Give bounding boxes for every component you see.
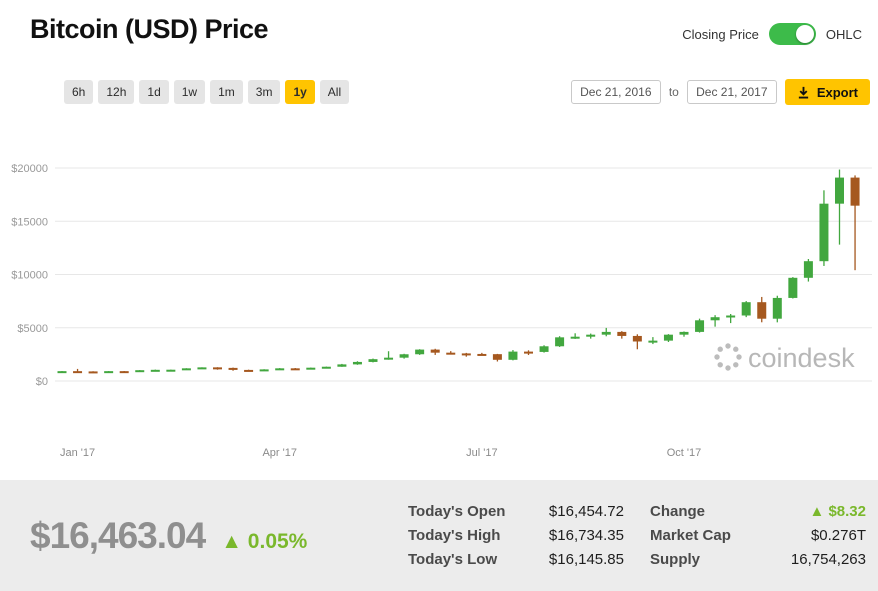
price-chart[interactable]: $0 $5000 $10000 $15000 $20000 coindesk Jan '17… (0, 111, 878, 476)
chart-controls: 6h 12h 1d 1w 1m 3m 1y All to Export (0, 45, 878, 105)
svg-text:$0: $0 (36, 376, 48, 388)
svg-text:coindesk: coindesk (748, 343, 855, 373)
stat-market-cap: Market Cap $0.276T (650, 527, 866, 544)
stat-supply: Supply 16,754,263 (650, 551, 866, 568)
stat-value: $0.276T (810, 527, 866, 544)
summary-panel: $16,463.04 ▲ 0.05% Today's Open $16,454.… (0, 480, 878, 591)
page-header: Bitcoin (USD) Price Closing Price OHLC (0, 0, 878, 45)
stat-label: Market Cap (650, 527, 731, 544)
page-title: Bitcoin (USD) Price (30, 14, 269, 44)
svg-text:Oct '17: Oct '17 (667, 447, 702, 459)
stats-columns: Today's Open $16,454.72 Today's High $16… (408, 503, 866, 568)
current-price-block: $16,463.04 ▲ 0.05% (30, 515, 408, 557)
stat-todays-high: Today's High $16,734.35 (408, 527, 624, 544)
stat-label: Today's High (408, 527, 501, 544)
date-range-controls: to Export (570, 79, 870, 105)
svg-text:$15000: $15000 (11, 216, 48, 228)
range-button-1m[interactable]: 1m (210, 80, 243, 104)
stats-column-today: Today's Open $16,454.72 Today's High $16… (408, 503, 624, 568)
range-button-12h[interactable]: 12h (98, 80, 135, 104)
svg-text:$20000: $20000 (11, 163, 48, 175)
stats-column-market: Change ▲ $8.32 Market Cap $0.276T Supply… (650, 503, 866, 568)
range-buttons: 6h 12h 1d 1w 1m 3m 1y All (64, 80, 350, 104)
stat-value: $16,145.85 (548, 551, 624, 568)
chart-type-toggle[interactable] (768, 23, 816, 45)
range-button-1y[interactable]: 1y (285, 80, 315, 104)
change-percent: ▲ 0.05% (221, 529, 308, 553)
svg-text:$10000: $10000 (11, 270, 48, 282)
stat-value: 16,754,263 (790, 551, 866, 568)
svg-text:$5000: $5000 (17, 323, 48, 335)
range-button-1w[interactable]: 1w (173, 80, 206, 104)
svg-text:Jul '17: Jul '17 (466, 447, 497, 459)
range-button-3m[interactable]: 3m (247, 80, 281, 104)
range-button-all[interactable]: All (319, 80, 350, 104)
download-icon (798, 86, 808, 99)
stat-value: $16,454.72 (548, 503, 624, 520)
svg-text:Jan '17: Jan '17 (60, 447, 95, 459)
stat-todays-low: Today's Low $16,145.85 (408, 551, 624, 568)
export-label: Export (816, 84, 858, 100)
stat-value-change: ▲ $8.32 (809, 503, 866, 520)
stat-value: $16,734.35 (548, 527, 624, 544)
range-button-6h[interactable]: 6h (64, 80, 94, 104)
stat-label: Today's Low (408, 551, 498, 568)
stat-todays-open: Today's Open $16,454.72 (408, 503, 624, 520)
export-button[interactable]: Export (784, 79, 870, 105)
closing-price-label: Closing Price (682, 26, 759, 42)
toggle-knob-icon (795, 25, 814, 43)
date-to-input[interactable] (686, 80, 777, 104)
stat-label: Today's Open (408, 503, 506, 520)
ohlc-chart-canvas: $0 $5000 $10000 $15000 $20000 coindesk Jan '17… (11, 163, 872, 459)
stat-label: Change (650, 503, 706, 520)
date-range-to-label: to (668, 85, 679, 99)
svg-text:Apr '17: Apr '17 (262, 447, 297, 459)
date-from-input[interactable] (570, 80, 661, 104)
range-button-1d[interactable]: 1d (139, 80, 169, 104)
stat-label: Supply (650, 551, 701, 568)
ohlc-label: OHLC (825, 26, 862, 42)
current-price: $16,463.04 (30, 514, 206, 556)
stat-change: Change ▲ $8.32 (650, 503, 866, 520)
chart-type-toggle-group: Closing Price OHLC (682, 23, 862, 45)
